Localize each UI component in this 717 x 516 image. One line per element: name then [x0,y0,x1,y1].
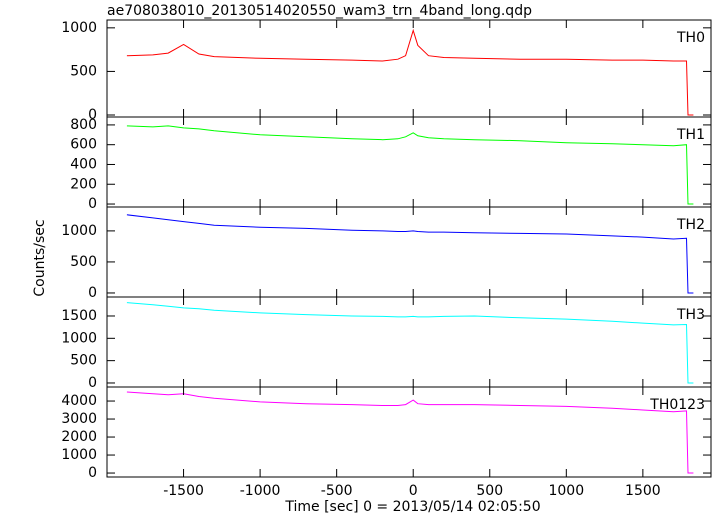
y-tick-label: 600 [70,137,97,153]
x-tick-label: -1500 [163,483,204,499]
light-curve [126,28,694,116]
y-tick-label: 0 [88,465,97,481]
y-tick-label: 2000 [61,429,97,445]
y-tick-label: 1000 [61,330,97,346]
x-tick-label: 1000 [548,483,584,499]
chart-title: ae708038010_20130514020550_wam3_trn_4ban… [107,3,532,19]
light-curve [126,302,694,384]
y-tick-label: 1500 [61,308,97,324]
x-tick-label: 500 [476,483,503,499]
light-curve [126,391,694,474]
panel-label: TH0123 [649,397,705,413]
panel-label: TH3 [676,307,705,323]
panel-frame [106,206,712,298]
y-tick-label: 500 [70,63,97,79]
panel-label: TH0 [676,30,705,46]
light-curve [126,125,694,205]
y-tick-label: 400 [70,156,97,172]
panel-frame [106,386,712,478]
y-tick-label: 500 [70,254,97,270]
panel-label: TH1 [676,127,705,143]
y-tick-label: 500 [70,353,97,369]
y-tick-label: 0 [88,285,97,301]
y-tick-label: 1000 [61,447,97,463]
panel-frame [106,19,712,118]
light-curve [126,214,694,294]
panel-frame [106,116,712,208]
panel-frame [106,296,712,388]
y-tick-label: 1000 [61,20,97,36]
panel-label: TH2 [676,217,705,233]
y-tick-label: 200 [70,176,97,192]
x-tick-label: 0 [409,483,418,499]
y-tick-label: 0 [88,375,97,391]
x-tick-label: 1500 [625,483,661,499]
y-tick-label: 4000 [61,393,97,409]
y-tick-label: 0 [88,107,97,123]
x-tick-label: -500 [321,483,353,499]
x-axis-label: Time [sec] 0 = 2013/05/14 02:05:50 [284,499,540,515]
y-tick-label: 1000 [61,223,97,239]
y-tick-label: 3000 [61,411,97,427]
y-tick-label: 800 [70,117,97,133]
x-tick-label: -1000 [240,483,281,499]
y-tick-label: 0 [88,196,97,212]
y-axis-label: Counts/sec [32,219,48,296]
